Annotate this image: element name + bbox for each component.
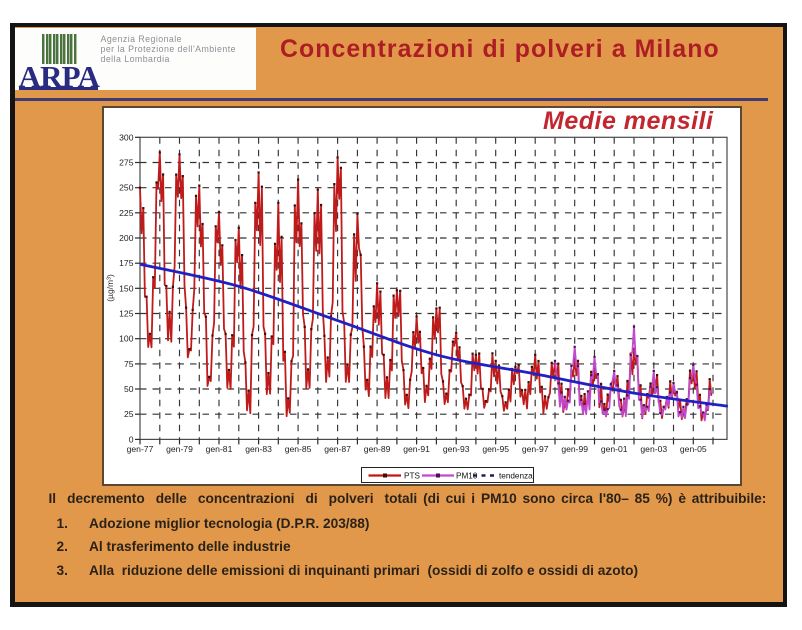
svg-text:200: 200 [119,233,134,243]
svg-text:gen-85: gen-85 [284,443,311,453]
svg-text:gen-97: gen-97 [521,443,548,453]
svg-text:225: 225 [119,207,134,217]
svg-text:gen-05: gen-05 [679,443,706,453]
svg-text:gen-95: gen-95 [482,443,509,453]
svg-text:gen-99: gen-99 [561,443,588,453]
svg-text:gen-87: gen-87 [324,443,351,453]
svg-text:25: 25 [123,409,133,419]
svg-text:175: 175 [119,258,134,268]
svg-text:tendenza: tendenza [499,471,533,480]
svg-text:gen-91: gen-91 [403,443,430,453]
svg-text:(µg/m³): (µg/m³) [105,274,115,302]
svg-text:250: 250 [119,182,134,192]
svg-text:gen-89: gen-89 [363,443,390,453]
svg-text:275: 275 [119,157,134,167]
svg-text:gen-77: gen-77 [126,443,153,453]
svg-text:gen-81: gen-81 [205,443,232,453]
svg-text:300: 300 [119,132,134,142]
svg-text:PM10: PM10 [456,471,478,480]
svg-text:gen-79: gen-79 [166,443,193,453]
svg-text:150: 150 [119,283,134,293]
svg-text:0: 0 [128,434,133,444]
svg-text:50: 50 [123,384,133,394]
svg-text:gen-83: gen-83 [245,443,272,453]
svg-text:gen-03: gen-03 [640,443,667,453]
svg-text:75: 75 [123,358,133,368]
svg-text:100: 100 [119,333,134,343]
svg-text:gen-01: gen-01 [600,443,627,453]
svg-text:125: 125 [119,308,134,318]
svg-text:gen-93: gen-93 [442,443,469,453]
svg-text:PTS: PTS [404,471,420,480]
